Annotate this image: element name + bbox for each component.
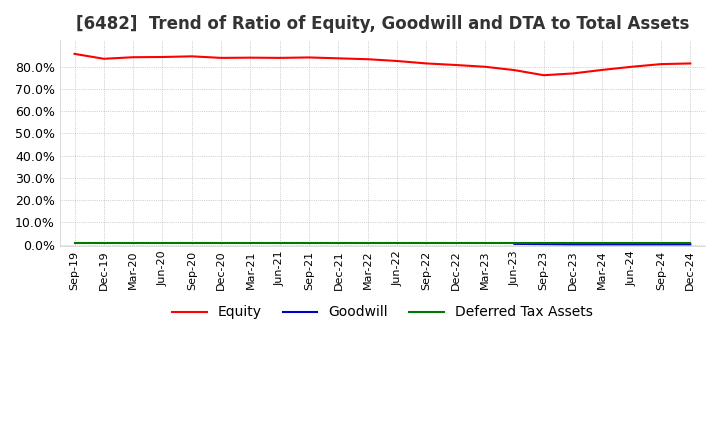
Deferred Tax Assets xyxy=(364,240,372,246)
Deferred Tax Assets xyxy=(158,240,167,246)
Deferred Tax Assets xyxy=(99,240,108,246)
Title: [6482]  Trend of Ratio of Equity, Goodwill and DTA to Total Assets: [6482] Trend of Ratio of Equity, Goodwil… xyxy=(76,15,689,33)
Equity xyxy=(158,55,167,60)
Deferred Tax Assets xyxy=(451,240,460,246)
Deferred Tax Assets xyxy=(187,240,196,246)
Deferred Tax Assets xyxy=(393,240,402,246)
Equity xyxy=(276,55,284,61)
Equity xyxy=(71,51,79,56)
Goodwill xyxy=(657,242,665,247)
Deferred Tax Assets xyxy=(569,240,577,246)
Deferred Tax Assets xyxy=(217,240,225,246)
Equity xyxy=(364,57,372,62)
Equity xyxy=(657,62,665,67)
Equity xyxy=(569,71,577,76)
Deferred Tax Assets xyxy=(481,240,490,246)
Equity xyxy=(305,55,313,60)
Equity xyxy=(129,55,138,60)
Equity xyxy=(422,61,431,66)
Deferred Tax Assets xyxy=(627,240,636,246)
Line: Equity: Equity xyxy=(75,54,690,75)
Equity xyxy=(481,64,490,70)
Goodwill xyxy=(510,241,518,246)
Deferred Tax Assets xyxy=(129,240,138,246)
Equity xyxy=(627,64,636,70)
Deferred Tax Assets xyxy=(657,240,665,246)
Deferred Tax Assets xyxy=(334,240,343,246)
Deferred Tax Assets xyxy=(539,240,548,246)
Goodwill xyxy=(539,242,548,247)
Equity xyxy=(598,67,607,73)
Equity xyxy=(187,54,196,59)
Deferred Tax Assets xyxy=(276,240,284,246)
Deferred Tax Assets xyxy=(246,240,255,246)
Deferred Tax Assets xyxy=(686,240,695,246)
Equity xyxy=(217,55,225,61)
Goodwill xyxy=(686,242,695,247)
Goodwill xyxy=(627,242,636,247)
Equity xyxy=(539,73,548,78)
Equity xyxy=(334,56,343,61)
Deferred Tax Assets xyxy=(422,240,431,246)
Equity xyxy=(451,62,460,68)
Equity xyxy=(99,56,108,62)
Goodwill xyxy=(598,242,607,247)
Equity xyxy=(393,59,402,64)
Deferred Tax Assets xyxy=(71,240,79,246)
Equity xyxy=(246,55,255,60)
Equity xyxy=(686,61,695,66)
Deferred Tax Assets xyxy=(305,240,313,246)
Deferred Tax Assets xyxy=(598,240,607,246)
Deferred Tax Assets xyxy=(510,240,518,246)
Legend: Equity, Goodwill, Deferred Tax Assets: Equity, Goodwill, Deferred Tax Assets xyxy=(166,300,598,325)
Equity xyxy=(510,67,518,73)
Goodwill xyxy=(569,242,577,247)
